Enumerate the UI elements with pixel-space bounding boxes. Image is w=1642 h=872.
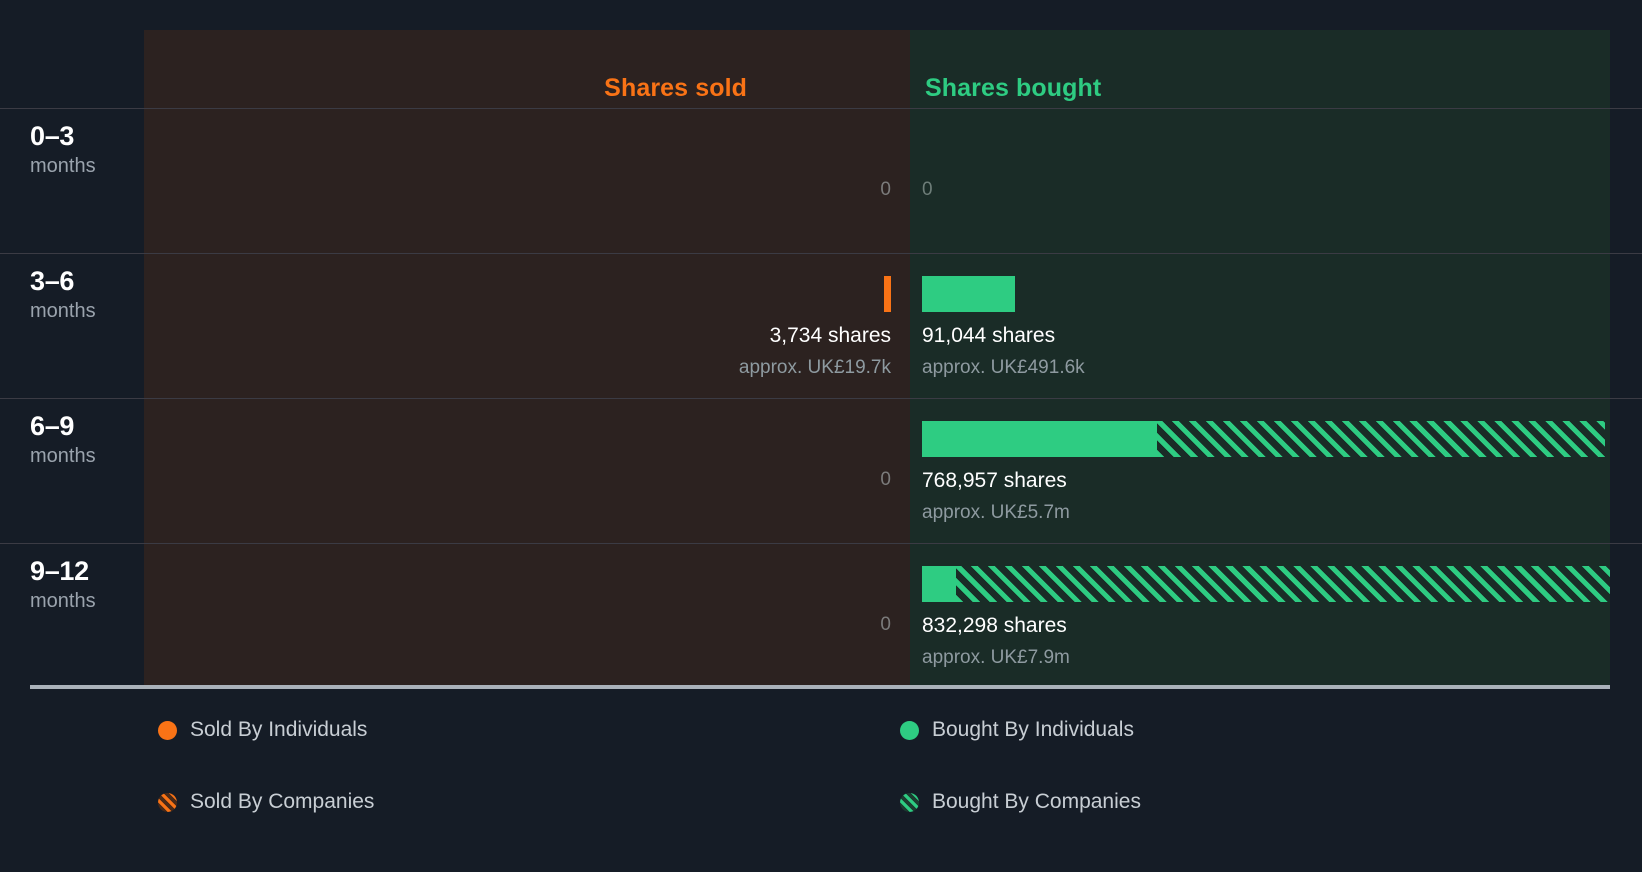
row-unit: months (30, 300, 96, 323)
legend-label: Bought By Individuals (932, 718, 1134, 741)
row-range: 9–12 (30, 556, 89, 586)
bought-bar-9-12 (922, 566, 1610, 602)
sold-values-9-12: 0 (880, 610, 891, 639)
legend-item-sold-by-companies[interactable]: Sold By Companies (158, 790, 374, 814)
row-label-6-9-months: 6–9 months (30, 411, 140, 469)
bought-shares-value: 768,957 shares (922, 469, 1067, 492)
sold-zero-value: 0 (880, 614, 891, 635)
sold-shares-value: 3,734 shares (769, 324, 891, 347)
sold-values-0-3: 0 (880, 175, 891, 204)
sold-approx-value: approx. UK£19.7k (738, 356, 891, 378)
legend-label: Sold By Individuals (190, 718, 368, 741)
sold-values-3-6: 3,734 shares approx. UK£19.7k (739, 320, 891, 383)
row-label-0-3-months: 0–3 months (30, 121, 140, 179)
row-range: 6–9 (30, 411, 75, 441)
bought-bar-6-9 (922, 421, 1605, 457)
bought-shares-value: 832,298 shares (922, 614, 1067, 637)
bought-bar-individuals-segment (922, 276, 1015, 312)
row-divider (30, 543, 144, 544)
axis-baseline (30, 685, 1610, 689)
row-label-9-12-months: 9–12 months (30, 556, 140, 614)
bought-values-0-3: 0 (922, 175, 933, 204)
row-label-3-6-months: 3–6 months (30, 266, 140, 324)
bought-bar-individuals-segment (922, 421, 1157, 457)
bought-shares-value: 91,044 shares (922, 324, 1056, 347)
hatched-orange-circle-icon (158, 792, 177, 812)
row-range: 3–6 (30, 266, 75, 296)
table-row: 3–6 months 3,734 shares approx. UK£19.7k… (0, 253, 1642, 398)
shares-bought-header: Shares bought (925, 74, 1102, 102)
bought-approx-value: approx. UK£7.9m (922, 646, 1070, 668)
table-row: 9–12 months 0 832,298 shares approx. UK£… (0, 543, 1642, 688)
row-unit: months (30, 590, 96, 613)
solid-orange-circle-icon (158, 720, 177, 740)
legend-label: Sold By Companies (190, 790, 375, 813)
row-divider (30, 253, 144, 254)
legend-label: Bought By Companies (932, 790, 1141, 813)
bought-bar-companies-segment (1157, 421, 1605, 457)
bought-bar-individuals-segment (922, 566, 956, 602)
sold-column-background (144, 30, 910, 685)
legend-item-bought-by-individuals[interactable]: Bought By Individuals (900, 718, 1134, 742)
row-divider (30, 108, 144, 109)
row-unit: months (30, 445, 96, 468)
row-range: 0–3 (30, 121, 75, 151)
sold-bar-3-6 (871, 276, 891, 312)
chart-rows: 0–3 months 0 0 3–6 months (0, 108, 1642, 688)
bought-values-6-9: 768,957 shares approx. UK£5.7m (922, 465, 1070, 528)
legend-item-sold-by-individuals[interactable]: Sold By Individuals (158, 718, 367, 742)
bought-values-9-12: 832,298 shares approx. UK£7.9m (922, 610, 1070, 673)
chart-header: Shares sold Shares bought (0, 30, 1642, 108)
sold-zero-value: 0 (880, 179, 891, 200)
chart-legend: Sold By Individuals Bought By Individual… (0, 718, 1642, 868)
solid-green-circle-icon (900, 720, 919, 740)
table-row: 6–9 months 0 768,957 shares approx. UK£5… (0, 398, 1642, 543)
bought-approx-value: approx. UK£491.6k (922, 356, 1085, 378)
bought-bar-companies-segment (956, 566, 1610, 602)
sold-zero-value: 0 (880, 469, 891, 490)
bought-approx-value: approx. UK£5.7m (922, 501, 1070, 523)
row-unit: months (30, 155, 96, 178)
bought-bar-3-6 (922, 276, 1015, 312)
sold-bar-individuals-segment (884, 276, 891, 312)
hatched-green-circle-icon (900, 792, 919, 812)
bought-values-3-6: 91,044 shares approx. UK£491.6k (922, 320, 1085, 383)
row-divider (30, 398, 144, 399)
sold-values-6-9: 0 (880, 465, 891, 494)
shares-sold-header: Shares sold (604, 74, 747, 102)
table-row: 0–3 months 0 0 (0, 108, 1642, 253)
legend-item-bought-by-companies[interactable]: Bought By Companies (900, 790, 1141, 814)
bought-zero-value: 0 (922, 179, 933, 200)
